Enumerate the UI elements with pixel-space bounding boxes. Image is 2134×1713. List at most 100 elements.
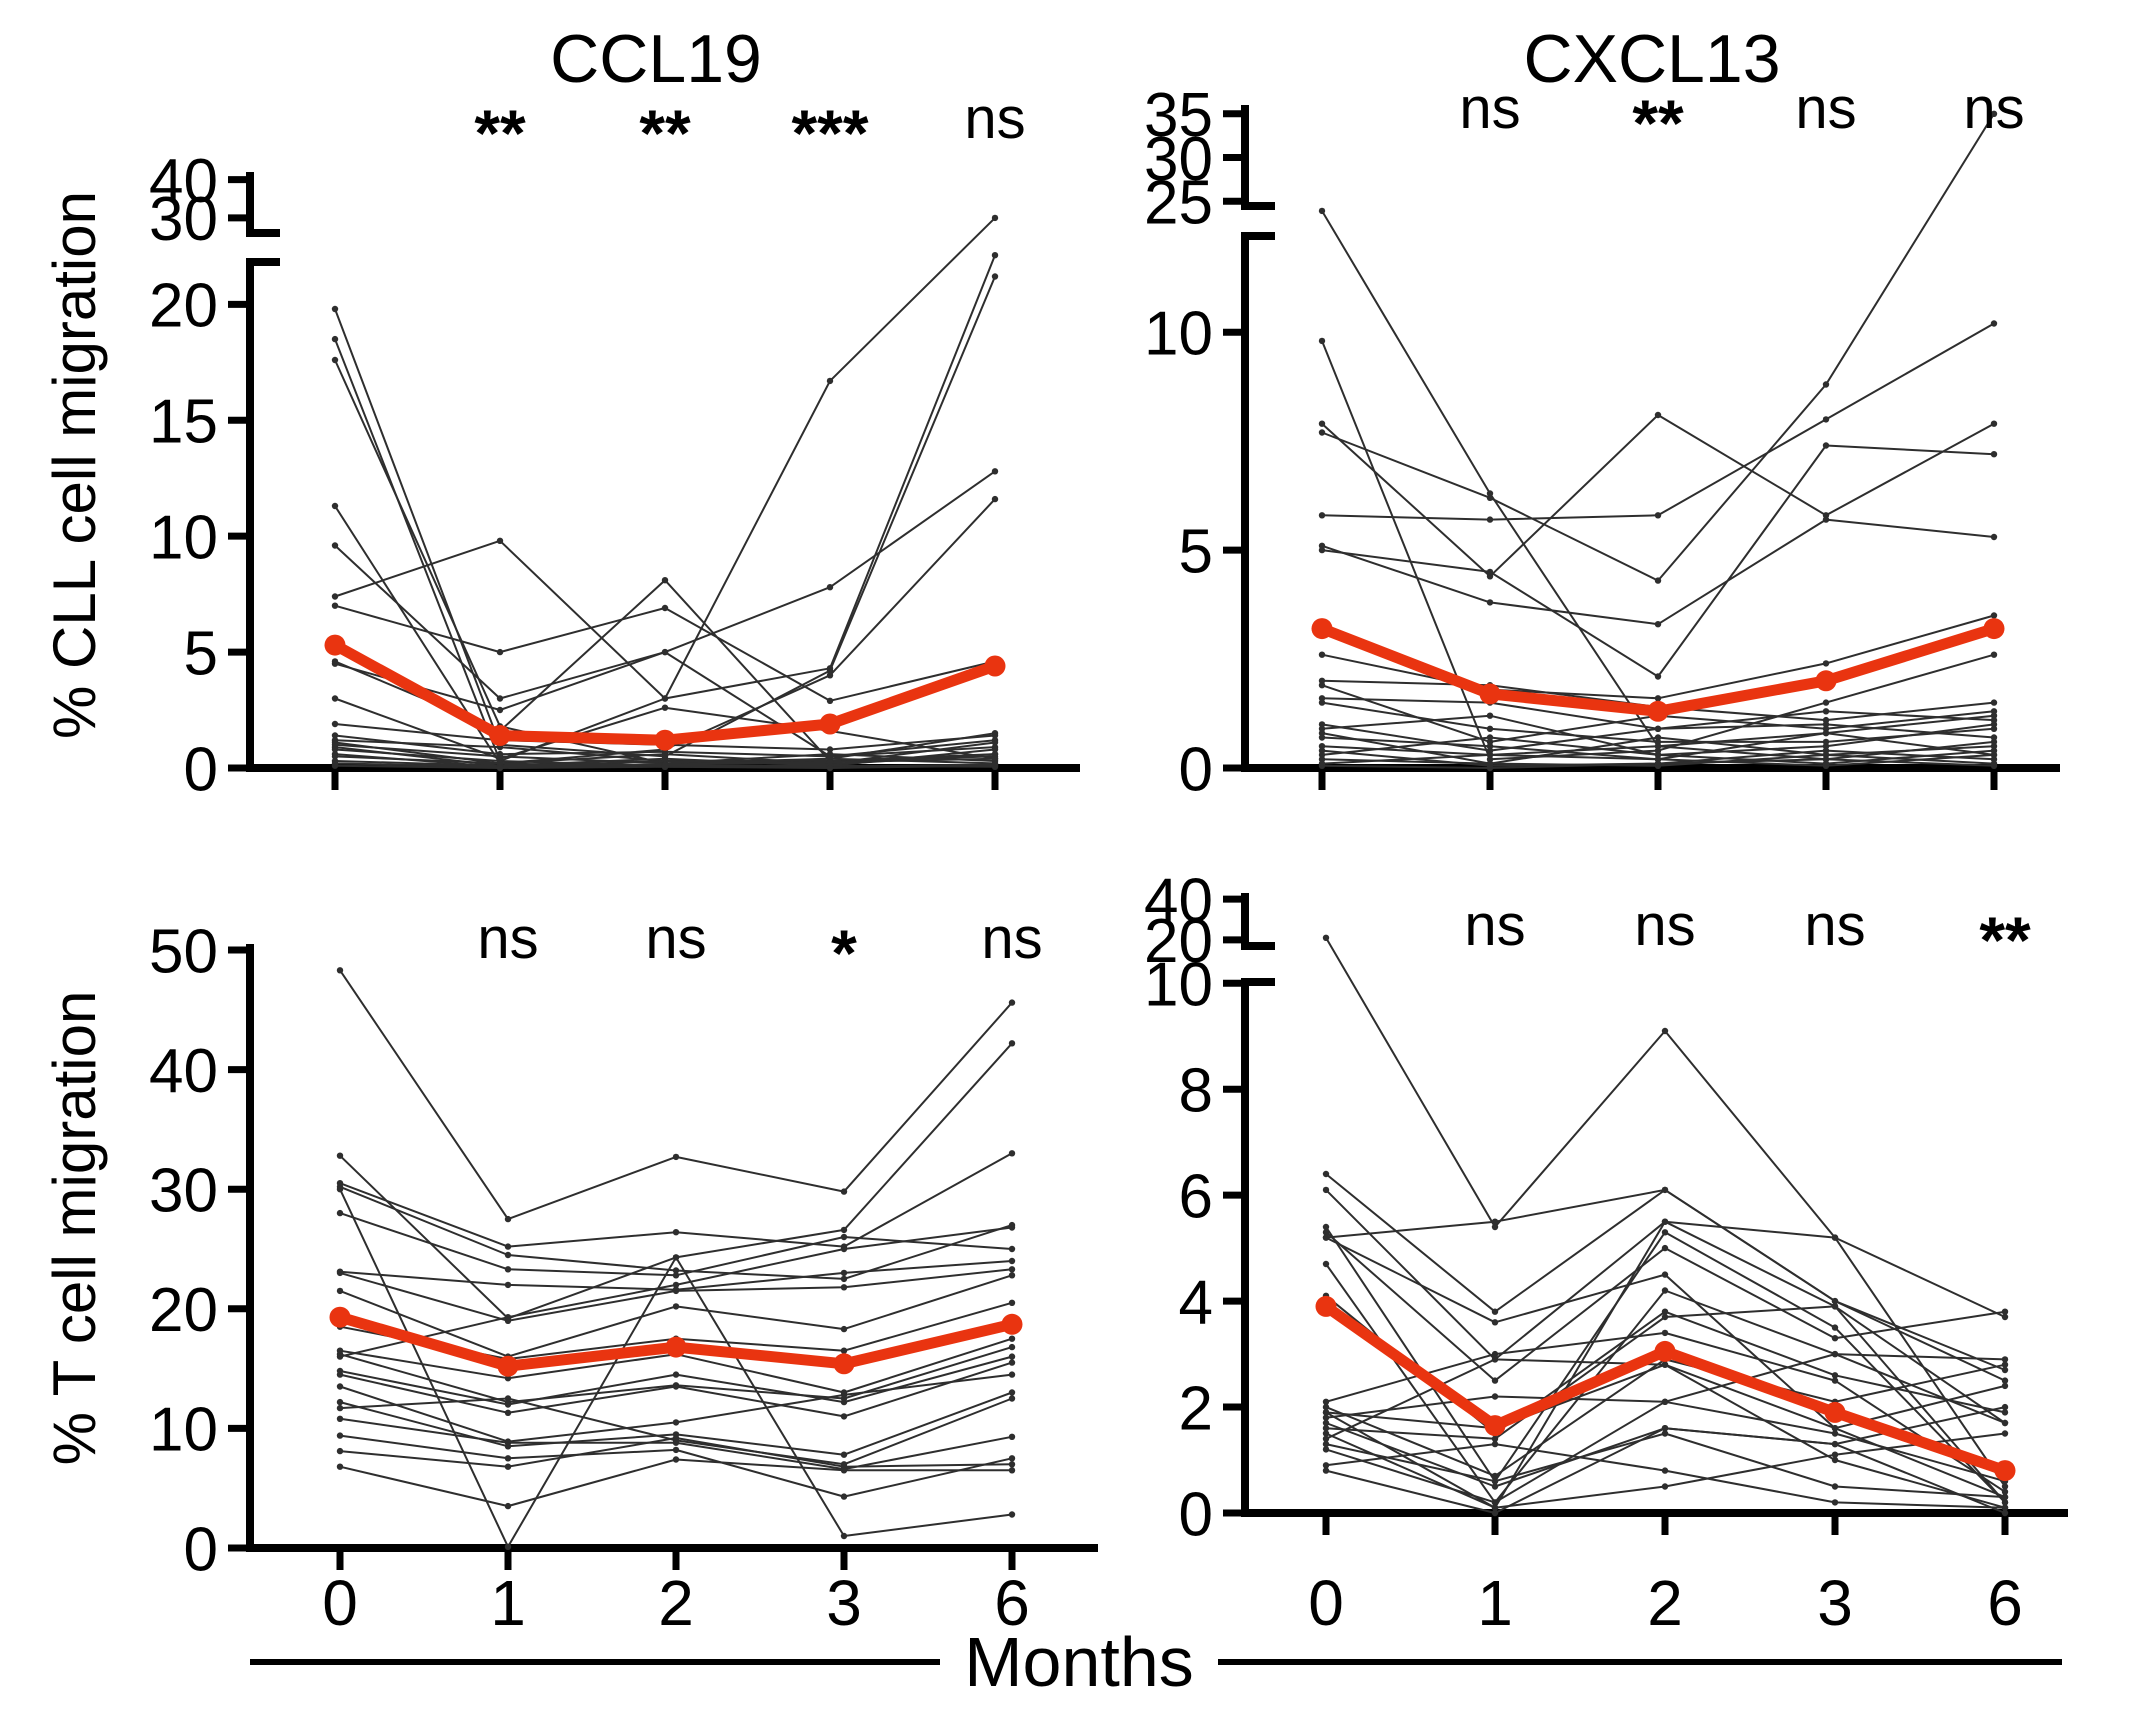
y-tick-label: 8 bbox=[1179, 1057, 1213, 1126]
individual-point bbox=[826, 665, 834, 672]
individual-point bbox=[496, 695, 504, 702]
individual-point bbox=[1990, 420, 1998, 427]
individual-point bbox=[1990, 533, 1998, 541]
individual-line bbox=[339, 969, 1013, 1221]
individual-point bbox=[1322, 1229, 1330, 1236]
individual-point bbox=[1822, 381, 1830, 388]
individual-point bbox=[1661, 1398, 1669, 1406]
individual-point bbox=[1822, 762, 1830, 769]
individual-point bbox=[504, 1401, 512, 1408]
individual-point bbox=[672, 1272, 680, 1279]
individual-point bbox=[331, 502, 339, 510]
individual-point bbox=[1322, 1419, 1330, 1427]
individual-point bbox=[1008, 1395, 1016, 1402]
individual-point bbox=[1822, 751, 1830, 759]
individual-point bbox=[504, 1439, 512, 1446]
individual-point bbox=[336, 1463, 344, 1470]
individual-point bbox=[1661, 1186, 1669, 1194]
sig-label: ns bbox=[1459, 76, 1520, 141]
y-tick-label: 10 bbox=[1144, 300, 1213, 369]
individual-point bbox=[1318, 651, 1326, 658]
individual-point bbox=[1831, 1377, 1839, 1384]
individual-point bbox=[336, 1209, 344, 1217]
individual-point bbox=[2001, 1382, 2009, 1390]
individual-point bbox=[1654, 760, 1662, 767]
individual-point bbox=[504, 1314, 512, 1321]
individual-point bbox=[991, 746, 999, 753]
y-tick-label: 10 bbox=[149, 1396, 218, 1465]
y-axis-label-cll: % CLL cell migration bbox=[41, 191, 108, 739]
individual-point bbox=[1491, 1504, 1499, 1511]
mean-point bbox=[665, 1336, 687, 1358]
individual-point bbox=[1990, 734, 1998, 741]
individual-line bbox=[334, 217, 996, 762]
x-tick-label: 1 bbox=[490, 1567, 526, 1639]
individual-point bbox=[991, 214, 999, 222]
individual-point bbox=[1491, 1319, 1499, 1326]
individual-point bbox=[661, 750, 669, 758]
individual-point bbox=[1661, 1287, 1669, 1294]
individual-point bbox=[661, 577, 669, 584]
individual-point bbox=[991, 468, 999, 475]
individual-point bbox=[504, 1502, 512, 1510]
x-tick-label: 3 bbox=[826, 1567, 862, 1639]
individual-point bbox=[336, 1186, 344, 1193]
individual-point bbox=[661, 648, 669, 656]
individual-point bbox=[1491, 1218, 1499, 1225]
individual-point bbox=[336, 1287, 344, 1295]
y-break-tick-label: 30 bbox=[1144, 125, 1213, 194]
individual-point bbox=[1486, 734, 1494, 741]
individual-point bbox=[331, 593, 339, 600]
individual-point bbox=[1322, 934, 1330, 941]
individual-point bbox=[336, 1447, 344, 1455]
individual-point bbox=[331, 335, 339, 343]
individual-point bbox=[1486, 751, 1494, 759]
individual-point bbox=[991, 755, 999, 762]
sig-label: ns bbox=[1464, 893, 1525, 958]
individual-point bbox=[1990, 699, 1998, 706]
mean-point bbox=[1824, 1401, 1846, 1423]
individual-point bbox=[672, 1371, 680, 1378]
individual-point bbox=[1318, 420, 1326, 427]
x-tick-label: 6 bbox=[1987, 1567, 2023, 1639]
individual-point bbox=[1491, 1356, 1499, 1363]
individual-point bbox=[1322, 1440, 1330, 1448]
y-tick-label: 0 bbox=[1179, 735, 1213, 804]
sig-label: ** bbox=[1979, 903, 2031, 977]
mean-point bbox=[819, 713, 841, 735]
sig-label: ns bbox=[981, 906, 1042, 971]
individual-point bbox=[991, 750, 999, 758]
individual-point bbox=[504, 1251, 512, 1259]
individual-point bbox=[2001, 1377, 2009, 1384]
individual-line bbox=[1321, 322, 1995, 521]
individual-point bbox=[2001, 1483, 2009, 1490]
y-tick-label: 20 bbox=[149, 1276, 218, 1345]
individual-point bbox=[1318, 682, 1326, 689]
mean-point bbox=[654, 729, 676, 751]
individual-point bbox=[331, 762, 339, 769]
individual-point bbox=[1661, 1361, 1669, 1368]
mean-point bbox=[324, 634, 346, 656]
individual-point bbox=[1661, 1483, 1669, 1490]
individual-point bbox=[1654, 751, 1662, 759]
individual-point bbox=[1491, 1350, 1499, 1358]
individual-point bbox=[1990, 751, 1998, 759]
individual-point bbox=[1491, 1478, 1499, 1485]
individual-point bbox=[1491, 1435, 1499, 1443]
individual-point bbox=[336, 1415, 344, 1423]
individual-point bbox=[1831, 1303, 1839, 1310]
individual-point bbox=[1661, 1308, 1669, 1315]
sig-label: ** bbox=[1632, 86, 1684, 160]
individual-point bbox=[1491, 1393, 1499, 1400]
individual-point bbox=[1491, 1472, 1499, 1480]
individual-point bbox=[1831, 1451, 1839, 1458]
individual-point bbox=[496, 764, 504, 772]
x-tick-label: 2 bbox=[1647, 1567, 1683, 1639]
individual-point bbox=[1990, 762, 1998, 769]
y-tick-label: 20 bbox=[149, 272, 218, 341]
y-tick-label: 0 bbox=[184, 1515, 218, 1584]
individual-point bbox=[1318, 512, 1326, 519]
panel-title: CXCL13 bbox=[1523, 21, 1780, 97]
